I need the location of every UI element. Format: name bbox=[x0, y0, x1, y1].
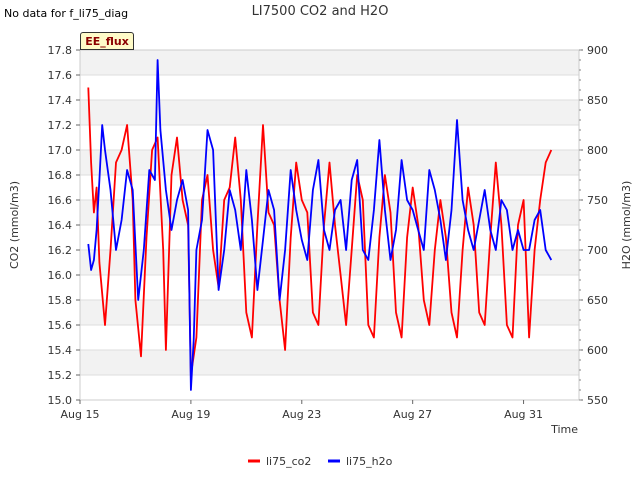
y2-axis-ticks: 550 600 650 700 750 800 850 900 bbox=[579, 44, 608, 407]
y-tick-label: 15.0 bbox=[48, 394, 73, 407]
y2-tick-label: 550 bbox=[587, 394, 608, 407]
y2-axis-label: H2O (mmol/m3) bbox=[620, 181, 633, 270]
legend: li75_co2 li75_h2o bbox=[248, 455, 393, 468]
y-tick-label: 15.4 bbox=[48, 344, 73, 357]
x-axis-label: Time bbox=[550, 423, 578, 436]
y2-tick-label: 850 bbox=[587, 94, 608, 107]
plot-background-bands bbox=[80, 50, 579, 375]
y-tick-label: 16.4 bbox=[48, 219, 73, 232]
y-tick-label: 17.2 bbox=[48, 119, 73, 132]
y-tick-label: 17.4 bbox=[48, 94, 73, 107]
y-axis-ticks: 15.0 15.2 15.4 15.6 15.8 16.0 16.2 16.4 16.6 16.8… bbox=[48, 44, 80, 407]
y2-tick-label: 600 bbox=[587, 344, 608, 357]
series-line-li75-h2o bbox=[87, 59, 553, 391]
x-tick-label: Aug 27 bbox=[393, 408, 432, 421]
x-tick-label: Aug 31 bbox=[504, 408, 543, 421]
y-tick-label: 16.2 bbox=[48, 244, 73, 257]
y2-tick-label: 700 bbox=[587, 244, 608, 257]
y2-tick-label: 900 bbox=[587, 44, 608, 57]
y-tick-label: 16.8 bbox=[48, 169, 73, 182]
y2-tick-label: 650 bbox=[587, 294, 608, 307]
ee-flux-badge: EE_flux bbox=[80, 32, 134, 50]
no-data-note: No data for f_li75_diag bbox=[4, 7, 129, 20]
background-band bbox=[80, 100, 579, 125]
y-tick-label: 16.6 bbox=[48, 194, 73, 207]
legend-label: li75_co2 bbox=[266, 455, 311, 468]
background-band bbox=[80, 300, 579, 325]
y-tick-label: 15.2 bbox=[48, 369, 73, 382]
x-tick-label: Aug 15 bbox=[61, 408, 100, 421]
y-tick-label: 15.8 bbox=[48, 294, 73, 307]
x-tick-label: Aug 23 bbox=[282, 408, 321, 421]
y-tick-label: 15.6 bbox=[48, 319, 73, 332]
chart-title: LI7500 CO2 and H2O bbox=[252, 4, 389, 19]
x-tick-label: Aug 19 bbox=[171, 408, 210, 421]
legend-label: li75_h2o bbox=[346, 455, 393, 468]
series-line-li75-co2 bbox=[87, 87, 553, 376]
background-band bbox=[80, 200, 579, 225]
y-tick-label: 16.0 bbox=[48, 269, 73, 282]
y2-tick-label: 750 bbox=[587, 194, 608, 207]
y2-tick-label: 800 bbox=[587, 144, 608, 157]
background-band bbox=[80, 50, 579, 75]
y-tick-label: 17.0 bbox=[48, 144, 73, 157]
series-lines bbox=[87, 59, 553, 391]
background-band bbox=[80, 350, 579, 375]
y-tick-label: 17.6 bbox=[48, 69, 73, 82]
x-axis-ticks: Aug 15 Aug 19 Aug 23 Aug 27 Aug 31 bbox=[61, 400, 543, 421]
y-axis-label: CO2 (mmol/m3) bbox=[8, 181, 21, 269]
y-tick-label: 17.8 bbox=[48, 44, 73, 57]
